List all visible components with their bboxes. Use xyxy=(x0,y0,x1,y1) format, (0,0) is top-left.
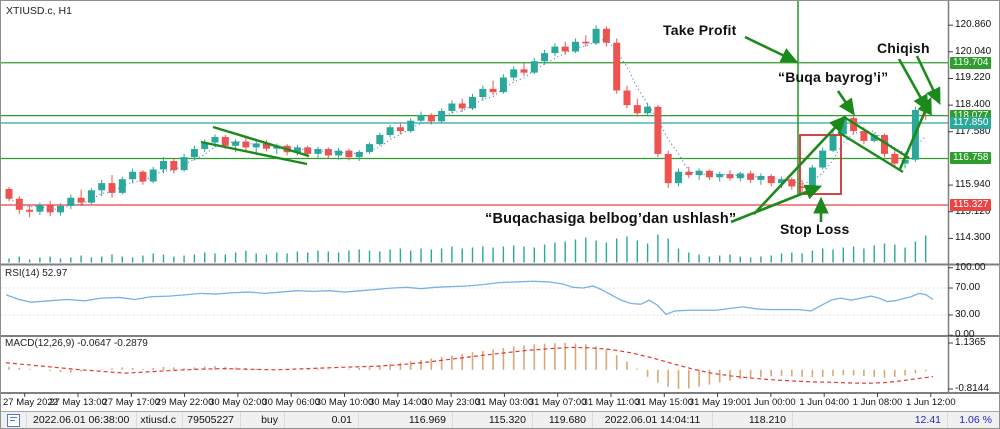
time-axis-label: 27 May 17:00 xyxy=(102,397,161,408)
time-axis-label: 1 Jun 00:00 xyxy=(746,397,796,408)
order-stop-loss: 115.320 xyxy=(453,412,533,428)
time-axis-label: 31 May 19:00 xyxy=(688,397,747,408)
axis-tick-label: 115.940 xyxy=(955,179,991,191)
price-level-label: 115.327 xyxy=(950,198,992,211)
axis-tick-label: 120.040 xyxy=(955,45,992,57)
time-axis-label: 30 May 02:00 xyxy=(209,397,267,408)
current-time: 2022.06.01 14:04:11 xyxy=(593,412,713,428)
time-axis-label: 31 May 15:00 xyxy=(635,397,694,408)
time-axis-label: 30 May 23:00 xyxy=(422,397,480,408)
price-axis[interactable]: 120.860 120.040 119.220 118.400 117.580 115.9… xyxy=(949,1,999,412)
axis-tick-label: 1.1365 xyxy=(955,337,986,348)
order-info-cell[interactable] xyxy=(1,412,27,428)
annotation-take-profit: Take Profit xyxy=(663,22,737,38)
axis-tick-label: 30.00 xyxy=(955,309,981,320)
order-info-icon xyxy=(7,413,20,427)
axis-tick-label: 117.580 xyxy=(955,125,991,137)
annotation-bull-flag: “Buqa bayrog’i” xyxy=(778,69,889,85)
axis-tick-label: -0.8144 xyxy=(955,383,989,394)
time-axis-label: 1 Jun 08:00 xyxy=(852,397,903,408)
time-axis-label: 30 May 14:00 xyxy=(369,397,427,408)
annotation-exit: Chiqish xyxy=(877,40,930,56)
time-axis-label: 31 May 03:00 xyxy=(475,397,534,408)
symbol-timeframe-label: XTIUSD.c, H1 xyxy=(6,5,72,17)
order-ticket: 79505227 xyxy=(183,412,241,428)
axis-tick-label: 118.400 xyxy=(955,99,991,111)
annotation-hold-belt: “Buqachasiga belbog’dan ushlash” xyxy=(485,211,737,227)
order-type: buy xyxy=(241,412,285,428)
macd-indicator-label: MACD(12,26,9) -0.0647 -0.2879 xyxy=(5,338,148,349)
chart-canvas[interactable] xyxy=(1,1,1000,413)
price-level-label: 117.850 xyxy=(950,117,992,129)
time-axis-label: 1 Jun 12:00 xyxy=(905,397,956,408)
order-symbol: xtiusd.c xyxy=(137,412,183,428)
axis-tick-label: 115.120 xyxy=(955,205,991,217)
time-axis-label: 31 May 07:00 xyxy=(528,397,587,408)
axis-tick-label: 70.00 xyxy=(955,282,981,293)
profit-percent: 1.06 % xyxy=(959,414,992,426)
axis-tick-label: 120.860 xyxy=(955,19,992,31)
axis-tick-label: 100.00 xyxy=(955,261,986,273)
time-axis[interactable]: 27 May 2022 27 May 13:00 27 May 17:00 29 Ma… xyxy=(1,397,956,412)
time-axis-label: 30 May 06:00 xyxy=(262,397,320,408)
time-axis-label: 29 May 22:00 xyxy=(155,397,214,408)
status-bar: 2022.06.01 06:38:00 xtiusd.c 79505227 bu… xyxy=(1,411,999,428)
order-open-price: 116.969 xyxy=(359,412,453,428)
axis-tick-label: 0.00 xyxy=(955,329,975,341)
time-axis-label: 31 May 11:00 xyxy=(582,397,640,408)
time-axis-label: 30 May 10:00 xyxy=(315,397,374,408)
axis-tick-label: 114.300 xyxy=(955,232,991,244)
order-take-profit: 119.680 xyxy=(533,412,593,428)
rsi-indicator-label: RSI(14) 52.97 xyxy=(5,268,68,279)
current-price: 118.210 xyxy=(713,412,793,428)
price-level-label: 116.758 xyxy=(950,152,992,165)
order-volume: 0.01 xyxy=(285,412,359,428)
time-axis-label: 1 Jun 04:00 xyxy=(799,397,850,408)
time-axis-label: 27 May 13:00 xyxy=(49,397,107,408)
order-open-time: 2022.06.01 06:38:00 xyxy=(27,412,137,428)
axis-tick-label: 119.220 xyxy=(955,72,991,84)
annotation-stop-loss: Stop Loss xyxy=(780,221,850,237)
profit-points: 12.41 xyxy=(793,412,948,428)
time-axis-label: 27 May 2022 xyxy=(3,397,58,408)
price-level-label: 119.704 xyxy=(950,56,992,69)
